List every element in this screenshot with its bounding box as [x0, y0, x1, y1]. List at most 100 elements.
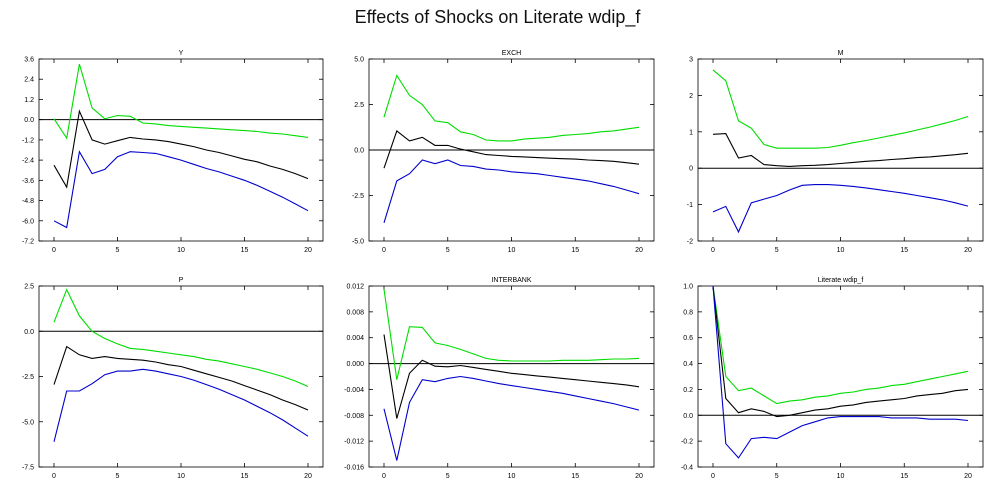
series-line-lower — [53, 368, 309, 442]
x-tick-label: 10 — [837, 247, 845, 254]
y-tick-label: 2.5 — [24, 284, 34, 291]
y-tick-label: -4.8 — [22, 198, 34, 205]
x-tick-label: 10 — [508, 473, 516, 480]
series-line-upper — [53, 288, 309, 388]
figure-title: Effects of Shocks on Literate wdip_f — [354, 7, 641, 27]
x-tick-label: 5 — [446, 473, 450, 480]
y-tick-label: -0.016 — [344, 465, 364, 472]
series-line-lower — [712, 184, 969, 234]
series-line-upper — [383, 74, 640, 142]
x-tick-label: 10 — [508, 247, 516, 254]
chart-panel: Y 3.6 2.4 1.2 0.0 -1.2 -2.4 -3.6 -4.8 -6.0 -7.2 0 5 1… — [22, 50, 324, 254]
x-tick-label: 5 — [446, 247, 450, 254]
x-tick-label: 0 — [52, 473, 56, 480]
y-tick-label: 1.2 — [24, 97, 34, 104]
y-tick-label: -0.4 — [681, 465, 693, 472]
chart-panel: P 2.5 0.0 -2.5 -5.0 -7.5 0 5 10 15 20 — [22, 277, 324, 480]
chart-panel: Literate wdip_f 1.0 0.8 0.6 0.4 0.2 0.0 -0.2 -0.… — [681, 277, 984, 480]
y-tick-label: 0.0 — [24, 329, 34, 336]
y-tick-label: -7.2 — [22, 239, 34, 246]
y-tick-label: -0.004 — [344, 387, 364, 394]
y-tick-label: 0.4 — [683, 361, 693, 368]
series-line-upper — [383, 289, 640, 380]
panel-title: EXCH — [502, 50, 521, 57]
y-tick-label: 3 — [689, 57, 693, 64]
y-tick-label: 1 — [689, 129, 693, 136]
y-tick-label: -0.2 — [681, 439, 693, 446]
plot-frame — [38, 58, 324, 242]
x-tick-label: 20 — [635, 247, 643, 254]
plot-frame — [697, 58, 984, 242]
y-tick-label: -1 — [687, 202, 693, 209]
y-tick-label: 3.6 — [24, 57, 34, 64]
panel-title: M — [838, 50, 844, 57]
series-line-lower — [712, 285, 969, 459]
y-tick-label: 0.008 — [346, 309, 364, 316]
plot-frame — [368, 285, 655, 468]
x-tick-label: 0 — [52, 247, 56, 254]
y-tick-label: -6.0 — [22, 218, 34, 225]
y-tick-label: 0.0 — [683, 413, 693, 420]
y-tick-label: 0.012 — [346, 284, 364, 291]
x-tick-label: 20 — [304, 473, 312, 480]
y-tick-label: -3.6 — [22, 178, 34, 185]
y-tick-label: 1.0 — [683, 284, 693, 291]
x-tick-label: 15 — [900, 473, 908, 480]
x-tick-label: 20 — [964, 473, 972, 480]
y-tick-label: 2.4 — [24, 77, 34, 84]
panel-title: P — [179, 277, 184, 284]
y-tick-label: 2 — [689, 93, 693, 100]
x-tick-label: 5 — [116, 473, 120, 480]
y-tick-label: 0 — [689, 166, 693, 173]
series-line-upper — [712, 285, 969, 405]
series-line-mid — [712, 133, 969, 167]
x-tick-label: 20 — [964, 247, 972, 254]
y-tick-label: -7.5 — [22, 465, 34, 472]
x-tick-label: 5 — [775, 247, 779, 254]
y-tick-label: 0.0 — [354, 148, 364, 155]
series-line-mid — [53, 109, 309, 189]
chart-panel: EXCH 5.0 2.5 0.0 -2.5 -5.0 0 5 10 15 20 — [352, 50, 655, 254]
y-tick-label: 0.0 — [24, 117, 34, 124]
x-tick-label: 15 — [900, 247, 908, 254]
y-tick-label: 0.2 — [683, 387, 693, 394]
x-tick-label: 5 — [775, 473, 779, 480]
x-tick-label: 15 — [241, 247, 249, 254]
y-tick-label: 2.5 — [354, 102, 364, 109]
series-line-upper — [53, 63, 309, 140]
series-line-upper — [712, 69, 969, 149]
series-line-mid — [383, 334, 640, 419]
x-tick-label: 5 — [116, 247, 120, 254]
y-tick-label: 0.6 — [683, 335, 693, 342]
x-tick-label: 15 — [571, 247, 579, 254]
series-line-lower — [53, 150, 309, 229]
x-tick-label: 0 — [382, 247, 386, 254]
chart-panel: INTERBANK 0.012 0.008 0.004 0.000 -0.004 -0.00… — [344, 277, 655, 480]
x-tick-label: 0 — [711, 473, 715, 480]
x-tick-label: 10 — [177, 473, 185, 480]
x-tick-label: 10 — [177, 247, 185, 254]
x-tick-label: 15 — [571, 473, 579, 480]
y-tick-label: 0.000 — [346, 361, 364, 368]
y-tick-label: -0.008 — [344, 413, 364, 420]
y-tick-label: -2 — [687, 239, 693, 246]
y-tick-label: -2.5 — [22, 374, 34, 381]
x-tick-label: 0 — [711, 247, 715, 254]
series-line-mid — [383, 129, 640, 169]
y-tick-label: 5.0 — [354, 57, 364, 64]
y-tick-label: -1.2 — [22, 137, 34, 144]
y-tick-label: 0.8 — [683, 309, 693, 316]
series-line-lower — [383, 375, 640, 461]
series-line-mid — [53, 345, 309, 411]
y-tick-label: -2.4 — [22, 158, 34, 165]
x-tick-label: 15 — [241, 473, 249, 480]
x-tick-label: 0 — [382, 473, 386, 480]
y-tick-label: 0.004 — [346, 335, 364, 342]
y-tick-label: -0.012 — [344, 439, 364, 446]
panel-title: INTERBANK — [491, 277, 531, 284]
panel-title: Y — [179, 50, 184, 57]
y-tick-label: -2.5 — [352, 193, 364, 200]
x-tick-label: 10 — [837, 473, 845, 480]
